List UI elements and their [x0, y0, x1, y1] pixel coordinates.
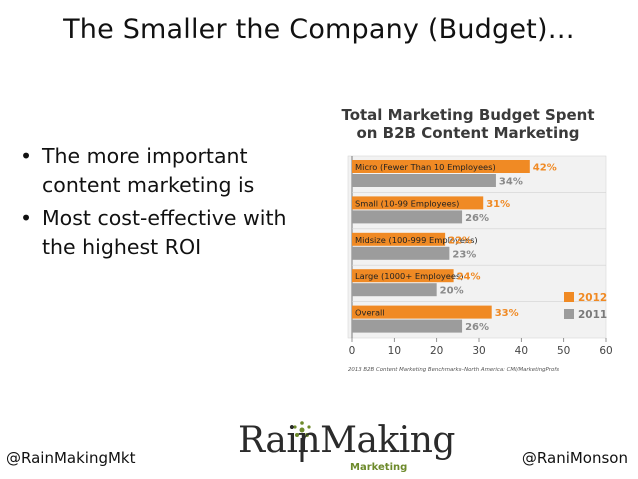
value-label-2012-4: 33% [495, 308, 519, 319]
budget-chart: Total Marketing Budget Spent on B2B Conte… [318, 98, 620, 388]
value-label-2011-4: 26% [465, 322, 489, 333]
bullet-dot: • [20, 144, 33, 168]
chart-source: 2013 B2B Content Marketing Benchmarks–No… [348, 367, 559, 373]
bar-2012-0 [352, 160, 530, 173]
rainmaking-logo: RainMaking Marketing [232, 418, 455, 476]
chart-title-line-2: on B2B Content Marketing [356, 124, 579, 142]
bar-2012-1 [352, 196, 484, 210]
bar-2011-1 [352, 210, 463, 224]
x-tick-label-40: 40 [515, 345, 528, 357]
bar-2011-0 [352, 174, 496, 187]
bar-2012-4 [352, 305, 492, 319]
category-label-0: Micro (Fewer Than 10 Employees) [355, 162, 496, 172]
category-label-3: Large (1000+ Employees) [355, 271, 464, 281]
bar-2011-3 [352, 283, 437, 297]
logo-subtext: Marketing [350, 462, 408, 473]
value-label-2012-0: 42% [533, 163, 557, 174]
legend-swatch-2012 [564, 292, 574, 302]
bar-2012-2 [352, 232, 446, 246]
value-label-2012-1: 31% [486, 199, 510, 210]
category-label-4: Overall [355, 308, 385, 318]
twitter-handle-speaker: @RaniMonson [521, 449, 628, 467]
bar-2012-3 [352, 269, 454, 283]
twitter-handle-company: @RainMakingMkt [6, 449, 136, 467]
bullet-text: Most cost-effective with the highest ROI [42, 206, 287, 259]
logo-plant-icon [293, 421, 311, 462]
logo-wordmark: RainMaking [238, 420, 455, 461]
x-tick-label-10: 10 [388, 345, 401, 357]
value-label-2011-1: 26% [465, 213, 489, 224]
category-label-2: Midsize (100-999 Employees) [355, 235, 478, 245]
value-label-2012-2: 22% [448, 235, 472, 246]
legend-swatch-2011 [564, 309, 574, 319]
chart-title-line-1: Total Marketing Budget Spent [341, 106, 594, 124]
bullet-text: The more important content marketing is [42, 144, 255, 197]
x-tick-label-50: 50 [557, 345, 570, 357]
value-label-2011-3: 20% [440, 286, 464, 297]
x-tick-label-20: 20 [430, 345, 443, 357]
bullet-item: • Most cost-effective with the highest RO… [20, 204, 320, 262]
bullet-list: • The more important content marketing is… [20, 142, 320, 266]
x-tick-label-60: 60 [599, 345, 612, 357]
bar-2011-2 [352, 246, 450, 260]
x-tick-label-30: 30 [472, 345, 485, 357]
legend-label-2012: 2012 [578, 292, 607, 304]
value-label-2011-2: 23% [452, 249, 476, 260]
slide-title: The Smaller the Company (Budget)… [63, 14, 575, 45]
bullet-dot: • [20, 206, 33, 230]
legend-label-2011: 2011 [578, 309, 607, 321]
value-label-2011-0: 34% [499, 177, 523, 188]
bar-2011-4 [352, 319, 463, 333]
category-label-1: Small (10-99 Employees) [355, 198, 459, 208]
x-tick-label-0: 0 [349, 345, 356, 357]
value-label-2012-3: 24% [457, 272, 481, 283]
bullet-item: • The more important content marketing is [20, 142, 320, 200]
